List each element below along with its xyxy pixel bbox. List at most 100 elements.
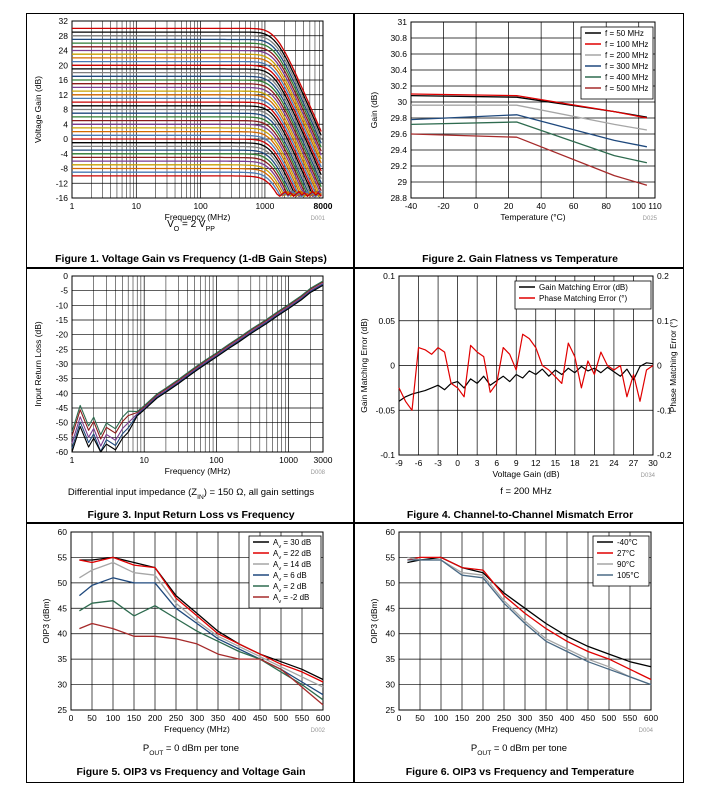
gain-curve <box>72 156 322 197</box>
x-axis-label: Temperature (°C) <box>500 212 565 222</box>
return-loss-curve <box>71 281 324 440</box>
figure-3-panel: 1 10 100 1000 3000 0 -5 -10 -15 -20 -25 -30 -35 -40 -4… <box>26 268 354 523</box>
legend-box <box>580 26 654 100</box>
x-tick-label: 40 <box>536 201 546 211</box>
x-tick-label: 8000 <box>314 201 333 211</box>
y-tick-label: 45 <box>58 603 68 613</box>
y-tick-label: 4 <box>63 119 68 129</box>
gain-curve <box>72 123 322 197</box>
x-tick-label: 150 <box>127 713 141 723</box>
figure-4-chart: -9 -6 -3 0 3 6 9 12 15 18 21 24 27 30 0.1 0.05 0 -0.05 -0.… <box>359 271 678 521</box>
x-tick-label: 9 <box>514 458 519 468</box>
y-tick-label: 28.8 <box>390 193 407 203</box>
y-tick-label: 30.4 <box>390 65 407 75</box>
figure-2-panel: -40 -20 0 20 40 60 80 100 110 31 30.8 30.6 30.4 30.2 3… <box>354 13 684 268</box>
x-tick-label: 10 <box>139 455 149 465</box>
gain-curve <box>72 53 322 160</box>
y-tick-label: 30.8 <box>390 33 407 43</box>
x-tick-label: 100 <box>106 713 120 723</box>
figure-note: POUT = 0 dBm per tone <box>143 743 239 757</box>
figure-note: f = 200 MHz <box>500 486 552 497</box>
y-tick-label: 29.6 <box>390 129 407 139</box>
gain-curve <box>72 49 322 156</box>
y-tick-label: -15 <box>56 315 69 325</box>
x-tick-label: 350 <box>539 713 553 723</box>
series-line <box>411 104 648 131</box>
y-tick-label: 28 <box>59 31 69 41</box>
legend-label: 90°C <box>617 560 635 569</box>
figure-code: D002 <box>311 728 326 734</box>
x-tick-label: -6 <box>415 458 423 468</box>
x-tick-label: 600 <box>316 713 330 723</box>
y-tick-label: 0.1 <box>383 271 395 281</box>
figure-caption: Figure 5. OIP3 vs Frequency and Voltage … <box>76 766 305 778</box>
x-tick-label: 150 <box>455 713 469 723</box>
y-tick-label: 32 <box>59 16 69 26</box>
y-tick-label: 30 <box>386 680 396 690</box>
figure-caption: Figure 2. Gain Flatness vs Temperature <box>422 253 618 265</box>
x-axis-label: Frequency (MHz) <box>165 466 231 476</box>
x-tick-label: 50 <box>87 713 97 723</box>
x-tick-label: 12 <box>531 458 541 468</box>
y-tick-label: 25 <box>58 705 68 715</box>
x-tick-label: 80 <box>601 201 611 211</box>
gain-curve <box>72 142 322 197</box>
gain-curve <box>72 130 322 197</box>
y-tick-label: 50 <box>58 578 68 588</box>
gain-curve <box>72 27 322 132</box>
legend-label: f = 100 MHz <box>605 40 648 49</box>
plot-area-border <box>70 531 324 711</box>
x-tick-label: 24 <box>609 458 619 468</box>
y-tick-label: -0.1 <box>380 450 395 460</box>
y-tick-label: 50 <box>386 578 396 588</box>
legend-label: Gain Matching Error (dB) <box>539 283 628 292</box>
gain-curve <box>72 160 322 197</box>
x-tick-label: 15 <box>551 458 561 468</box>
y-tick-label: -16 <box>56 193 69 203</box>
gain-curve <box>72 71 322 180</box>
gain-curve <box>72 31 322 136</box>
x-tick-label: 18 <box>570 458 580 468</box>
figure-4-panel: -9 -6 -3 0 3 6 9 12 15 18 21 24 27 30 0.1 0.05 0 -0.05 -0.… <box>354 268 684 523</box>
x-tick-label: 100 <box>209 455 223 465</box>
gain-curve <box>72 145 322 197</box>
y-axis-label: OIP3 (dBm) <box>41 598 51 643</box>
y-tick-label: 30 <box>58 680 68 690</box>
x-axis-label: Frequency (MHz) <box>165 212 231 222</box>
y-right-tick-label: -0.2 <box>657 450 672 460</box>
gain-curve <box>72 35 322 140</box>
y-tick-label: 29.2 <box>390 161 407 171</box>
return-loss-curve <box>71 284 324 453</box>
figure-note: VO = 2 VPP <box>167 219 215 233</box>
y-right-tick-label: 0.1 <box>657 316 669 326</box>
gain-curve <box>72 127 322 197</box>
x-tick-label: 50 <box>415 713 425 723</box>
oip3-line <box>407 556 652 681</box>
gain-curve <box>72 83 322 192</box>
figure-caption: Figure 4. Channel-to-Channel Mismatch Er… <box>407 509 633 521</box>
x-tick-label: 550 <box>295 713 309 723</box>
y-tick-label: -5 <box>60 286 68 296</box>
y-tick-label: -45 <box>56 403 69 413</box>
gain-curve <box>72 164 322 197</box>
y-axis-label: Gain (dB) <box>369 92 379 129</box>
figure-note: POUT = 0 dBm per tone <box>471 743 567 757</box>
y-tick-label: 16 <box>59 75 69 85</box>
y-tick-label: 31 <box>398 17 408 27</box>
y-tick-label: 55 <box>386 552 396 562</box>
gain-curve <box>72 167 322 197</box>
x-tick-label: -20 <box>437 201 450 211</box>
gain-curve <box>72 64 322 172</box>
y-tick-label: -55 <box>56 432 69 442</box>
gain-curve <box>72 42 322 148</box>
gain-curve <box>72 94 322 196</box>
gain-curve <box>72 108 322 197</box>
y-tick-label: -25 <box>56 344 69 354</box>
figure-code: D001 <box>311 216 326 222</box>
y-tick-label: 25 <box>386 705 396 715</box>
x-tick-label: 20 <box>504 201 514 211</box>
series-line <box>410 133 648 186</box>
figure-caption: Figure 6. OIP3 vs Frequency and Temperat… <box>406 766 635 778</box>
figure-code: D008 <box>311 470 326 476</box>
legend-label: Phase Matching Error (°) <box>539 294 627 303</box>
